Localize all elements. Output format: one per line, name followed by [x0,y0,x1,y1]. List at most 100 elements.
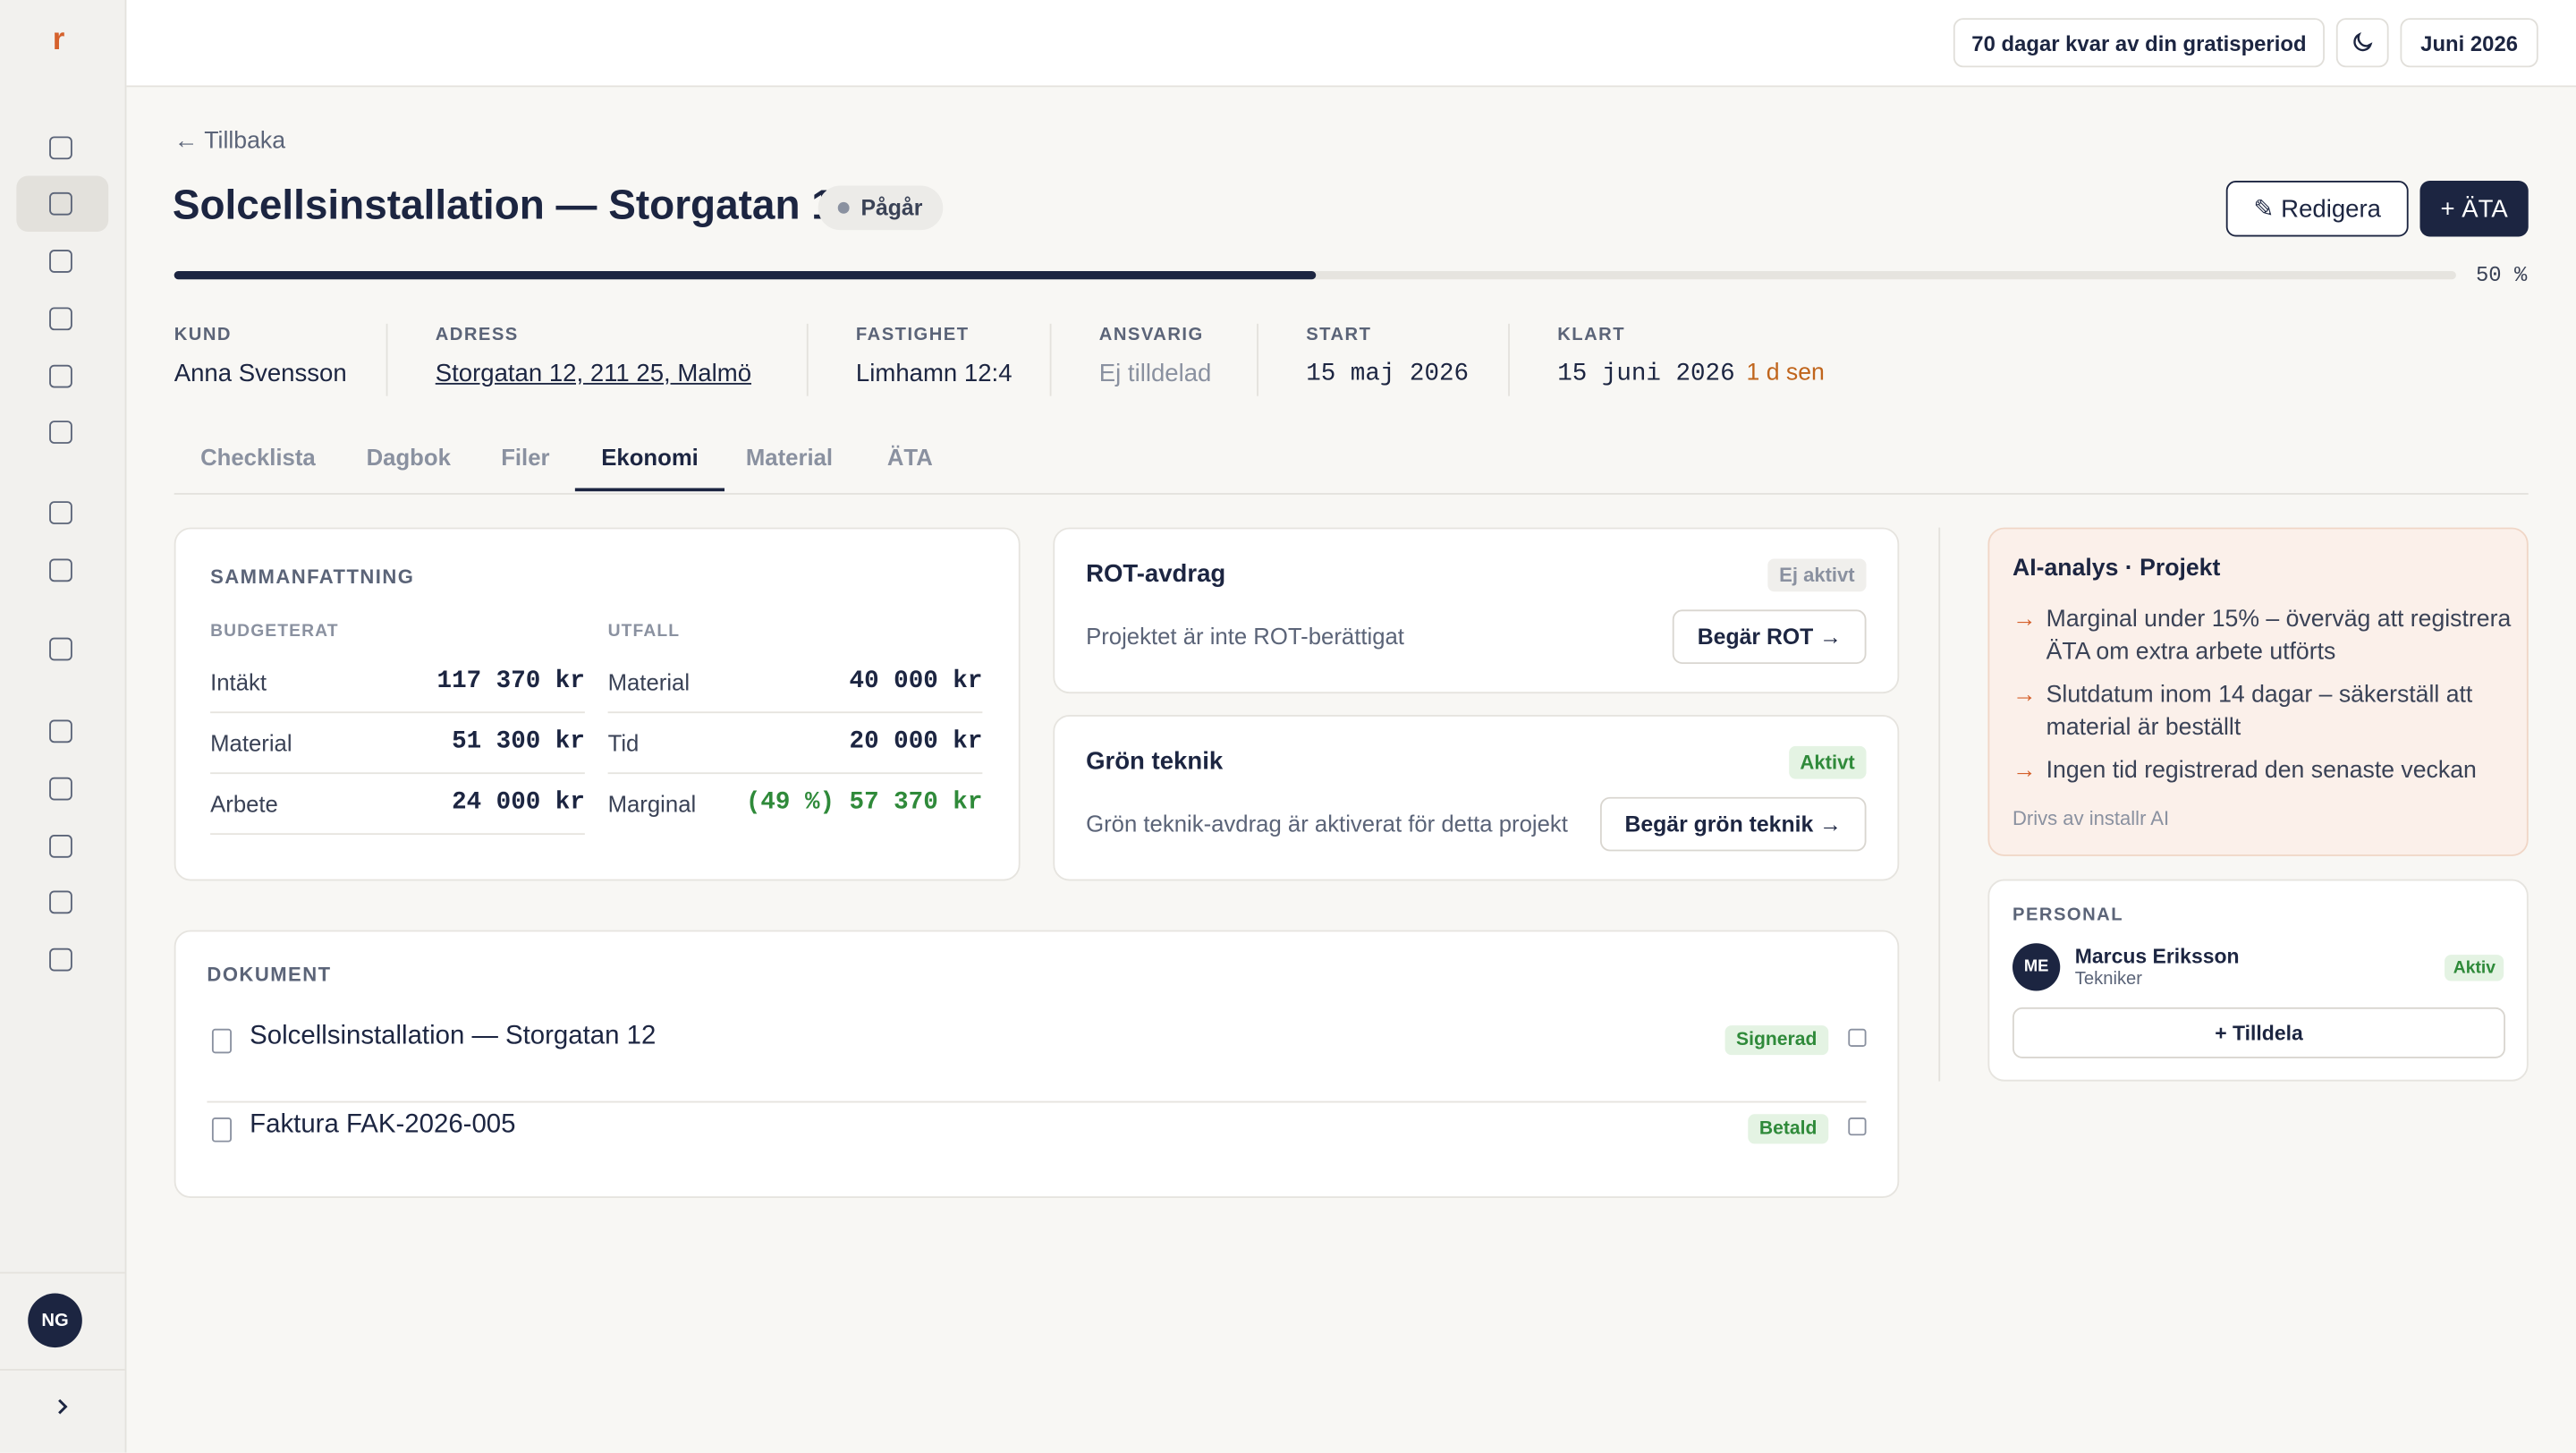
nav-icon[interactable] [49,250,72,273]
info-text: 15 maj 2026 [1306,360,1470,388]
arrow: → [2012,606,2037,633]
nav-icon[interactable] [49,637,72,661]
nav-icon[interactable] [49,421,72,444]
nav-icon[interactable] [49,307,72,331]
col-heading: BUDGETERAT [210,621,339,642]
row-label: Material [607,667,691,695]
person-avatar: ME [2012,943,2061,991]
row-label: Arbete [210,789,278,816]
row-label: Intäkt [210,667,267,695]
person-status: Aktiv [2445,955,2504,981]
divider [1049,323,1052,396]
ai-text: Marginal under 15% – överväg att registr… [2046,606,2512,666]
divider [1508,323,1510,396]
back-label[interactable]: Tillbaka [204,128,286,155]
open-link[interactable] [1848,1117,1867,1136]
divider [1257,323,1258,396]
row-value: 40 000 kr [849,667,983,695]
card-title: Grön teknik [1086,747,1224,776]
info-label: ANSVARIG [1098,325,1204,345]
doc-status: Signerad [1724,1025,1829,1056]
edit-label[interactable]: Redigera [2281,194,2381,223]
assign-button[interactable]: + Tilldela [2012,1007,2506,1058]
nav-icon[interactable] [49,719,72,743]
doc-icon [211,1117,232,1143]
tab[interactable]: Dagbok [366,443,451,471]
info-text: Limhamn 12:4 [855,360,1013,388]
logo[interactable]: r [52,22,65,58]
card-text: Grön teknik-avdrag är aktiverat för dett… [1086,810,1568,837]
nav-icon[interactable] [49,136,72,160]
summary-row: Tid 20 000 kr [607,711,983,775]
open-link[interactable] [1848,1028,1867,1047]
active-nav[interactable] [16,175,109,232]
info-value: Ej tilldelad [1099,360,1212,387]
info-value[interactable]: Storgatan 12, 211 25, Malmö [436,360,751,387]
arrow: → [2012,757,2037,785]
info-text: 15 juni 2026 [1557,360,1735,388]
tab[interactable]: Checklista [200,443,316,471]
ai-item: → Ingen tid registrerad den senaste vecka… [2012,754,2513,787]
status-label: Pågår [860,195,923,221]
info-label: ADRESS [435,325,519,345]
card-text: Projektet är inte ROT-berättigat [1086,623,1404,650]
row-value: (49 %) 57 370 kr [745,788,983,817]
summary-row: Arbete 24 000 kr [210,772,585,836]
nav-icon[interactable] [49,835,72,858]
ai-text: Ingen tid registrerad den senaste veckan [2046,757,2477,785]
tab[interactable]: Ekonomi [601,443,699,471]
trial[interactable]: 70 dagar kvar av din gratisperiod [1953,18,2325,68]
row-value: 117 370 kr [436,667,585,695]
info-text[interactable]: Storgatan 12, 211 25, Malmö [435,360,752,388]
sidebar: r NG [0,0,127,1453]
row-label: Tid [607,728,640,755]
row-label: Marginal [607,789,697,816]
theme-toggle[interactable] [2335,18,2389,68]
info-label: START [1306,325,1372,345]
row-value: 24 000 kr [452,788,585,817]
row-value: 20 000 kr [849,727,983,756]
info-value: Limhamn 12:4 [856,360,1013,387]
progress-fill [174,271,1316,280]
doc-divider [207,1100,1867,1103]
nav-icon[interactable] [49,890,72,914]
info-label: KUND [174,325,232,345]
tab[interactable]: Material [745,443,834,471]
avatar[interactable]: NG [28,1293,82,1348]
info-text: Anna Svensson [174,360,347,388]
nav-icon[interactable] [49,364,72,388]
nav-icon[interactable] [49,558,72,582]
nav-icon[interactable] [49,501,72,524]
add-ata-button[interactable]: + ÄTA [2419,181,2529,237]
month[interactable]: Juni 2026 [2400,18,2538,68]
nav-icon[interactable] [49,777,72,801]
edit-button[interactable]: ✎ Redigera [2225,181,2409,237]
col-heading: UTFALL [607,621,681,642]
badge: Aktivt [1788,745,1867,779]
summary-title: SAMMANFATTNING [210,565,415,589]
request-button[interactable]: Begär grön teknik → [1599,796,1867,852]
doc-name[interactable]: Faktura FAK-2026-005 [250,1110,516,1139]
back[interactable]: ← Tillbaka [174,128,286,155]
expand[interactable] [51,1395,74,1418]
late: 1 d sen [1746,360,1825,387]
tab[interactable]: Filer [501,443,550,471]
person-role: Tekniker [2074,969,2143,990]
row-label: Material [210,728,292,755]
request-button[interactable]: Begär ROT → [1673,609,1867,665]
doc-name[interactable]: Solcellsinstallation — Storgatan 12 [250,1022,657,1050]
arrow: → [2012,682,2037,709]
progress-track [174,271,2456,280]
ai-footer: Drivs av installr AI [2012,806,2170,830]
info-value: 15 maj 2026 [1306,360,1469,387]
info-label: KLART [1557,325,1626,345]
info-text: Ej tilldelad [1098,360,1212,388]
nav-icon[interactable] [49,191,72,216]
nav-icon[interactable] [49,947,72,972]
summary-card: SAMMANFATTNING BUDGETERAT Intäkt 117 370 k… [174,527,1021,881]
info-label: FASTIGHET [855,325,970,345]
divider [386,323,388,396]
personal-title: PERSONAL [2012,905,2124,926]
tab[interactable]: ÄTA [886,443,933,471]
rot-card: ROT-avdrag Ej aktivt Projektet är inte ROT… [1053,527,1900,694]
